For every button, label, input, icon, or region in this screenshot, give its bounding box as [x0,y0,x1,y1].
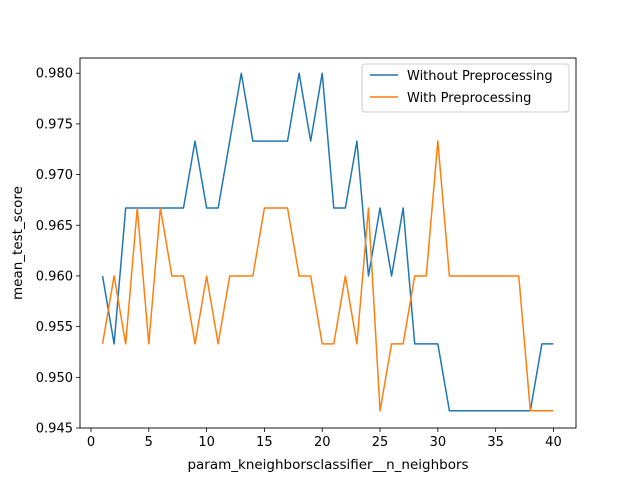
x-tick-label: 0 [87,435,95,450]
y-tick-label: 0.960 [36,269,73,284]
plot-background [80,58,576,428]
x-tick-label: 35 [487,435,504,450]
y-tick-label: 0.970 [36,168,73,183]
x-tick-label: 20 [314,435,331,450]
x-tick-label: 30 [430,435,447,450]
y-tick-label: 0.975 [36,117,73,132]
legend: Without Preprocessing With Preprocessing [361,63,570,113]
x-axis-label: param_kneighborsclassifier__n_neighbors [187,457,468,473]
y-tick-label: 0.965 [36,219,73,234]
y-axis-label: mean_test_score [10,186,26,300]
x-axis-ticks: 0 5 10 15 20 25 30 35 40 [87,428,562,450]
y-tick-label: 0.950 [36,371,73,386]
x-tick-label: 25 [372,435,389,450]
series-layer [101,72,554,412]
y-tick-label: 0.945 [36,422,73,437]
series-line-0 [101,72,554,412]
x-tick-label: 15 [256,435,273,450]
legend-box [361,63,570,113]
y-tick-label: 0.955 [36,320,73,335]
x-tick-label: 10 [198,435,215,450]
legend-label-with-preprocessing: With Preprocessing [407,91,531,106]
x-tick-label: 5 [145,435,153,450]
plot-frame [79,57,577,429]
y-tick-label: 0.980 [36,67,73,82]
legend-label-without-preprocessing: Without Preprocessing [407,69,553,84]
x-tick-label: 40 [545,435,562,450]
y-axis-ticks: 0.945 0.950 0.955 0.960 0.965 0.970 0.975 0.980 [36,67,80,437]
series-line-1 [101,140,554,412]
